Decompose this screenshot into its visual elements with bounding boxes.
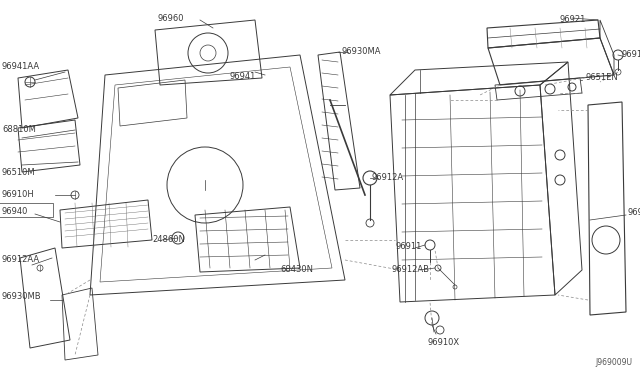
Text: 68810M: 68810M [2, 125, 36, 134]
Text: 96960: 96960 [157, 14, 184, 23]
Text: 96910X: 96910X [428, 338, 460, 347]
Text: 96919A: 96919A [622, 50, 640, 59]
Text: 96941AA: 96941AA [2, 62, 40, 71]
Text: 96910H: 96910H [2, 190, 35, 199]
Text: 96911: 96911 [395, 242, 421, 251]
Text: 96921: 96921 [560, 15, 586, 24]
Text: 96930MA: 96930MA [342, 47, 381, 56]
Text: 24860N: 24860N [152, 235, 185, 244]
Text: 9651EN: 9651EN [585, 73, 618, 82]
Text: 96510M: 96510M [2, 168, 36, 177]
Text: J969009U: J969009U [595, 358, 632, 367]
Text: 96930MB: 96930MB [2, 292, 42, 301]
Text: 96912AA: 96912AA [2, 255, 40, 264]
Text: 96941: 96941 [230, 72, 257, 81]
Text: 96930M: 96930M [628, 208, 640, 217]
Text: 68430N: 68430N [280, 265, 313, 274]
Text: 96912A: 96912A [372, 173, 404, 182]
Text: 96940: 96940 [2, 207, 28, 216]
Text: 96912AB: 96912AB [392, 265, 430, 274]
